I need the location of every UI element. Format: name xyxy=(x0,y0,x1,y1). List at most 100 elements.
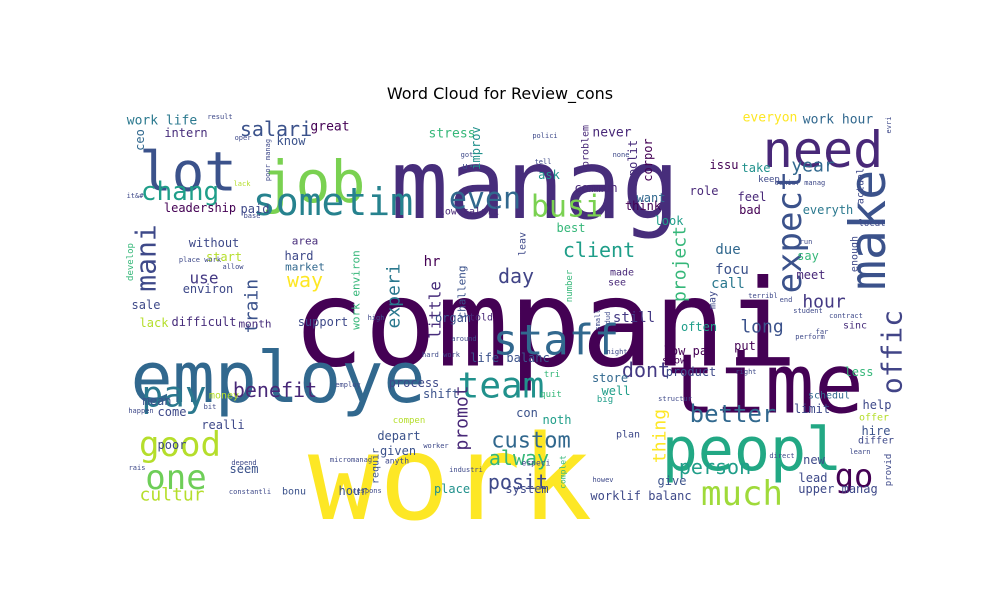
word-without-79: without xyxy=(189,236,240,250)
word-far-180: far xyxy=(816,328,829,336)
word-hour-129: hour xyxy=(339,484,368,498)
word-perform-176: perform xyxy=(795,333,825,341)
word-may-138: may xyxy=(708,291,719,309)
word-process-105: process xyxy=(389,376,440,390)
word-slow-101: slow xyxy=(662,356,687,367)
word-especi-151: especi xyxy=(522,459,551,468)
word-con-114: con xyxy=(516,406,538,420)
word-worklif-balanc-132: worklif balanc xyxy=(590,489,691,503)
word-mani-22: mani xyxy=(130,224,163,291)
word-sometim-11: sometim xyxy=(253,180,413,224)
word-senior-manag-173: senior manag xyxy=(775,179,826,187)
word-result-167: result xyxy=(207,113,232,121)
word-great-52: great xyxy=(310,120,349,135)
word-develop-141: develop xyxy=(126,243,136,281)
word-given-123: given xyxy=(380,444,416,458)
word-year-37: year xyxy=(791,156,835,177)
word-keep-147: keep xyxy=(758,175,780,185)
word-take-64: take xyxy=(742,161,771,175)
word-make-9: make xyxy=(839,170,897,290)
word-job-6: job xyxy=(261,148,366,216)
word-micromanag-156: micromanag xyxy=(330,456,372,464)
word-told-93: told xyxy=(469,313,493,324)
word-manag-2: manag xyxy=(391,129,680,241)
word-month-90: month xyxy=(238,318,271,331)
word-locat-148: locat xyxy=(858,219,885,229)
word-organ-92: organ xyxy=(435,311,471,325)
word-work-hour-56: work hour xyxy=(803,113,874,128)
word-leadership-72: leadership xyxy=(164,201,236,215)
word-product-102: product xyxy=(666,365,717,379)
word-salari-26: salari xyxy=(240,117,312,141)
word-made-94: made xyxy=(610,268,634,279)
word-bonu-128: bonu xyxy=(282,487,306,498)
word-hr-46: hr xyxy=(424,254,441,270)
word-money-107: money xyxy=(209,391,239,402)
word-lack-88: lack xyxy=(140,316,170,330)
word-everyth-71: everyth xyxy=(803,203,854,217)
word-high-160: high xyxy=(368,314,385,322)
word-experi-40: experi xyxy=(384,263,405,328)
word-structur-183: structur xyxy=(658,395,692,403)
word-project-42: project xyxy=(670,226,691,302)
word-limit-112: limit xyxy=(794,402,830,416)
word-industri-154: industri xyxy=(449,466,483,474)
word-it--165: it&# xyxy=(127,192,145,200)
word-quit-144: quit xyxy=(540,390,562,400)
word-difficult-89: difficult xyxy=(171,315,236,329)
word-lot-7: lot xyxy=(139,141,237,204)
word-market-83: market xyxy=(285,261,325,274)
word-bit-190: bit xyxy=(204,403,217,411)
word-compen-143: compen xyxy=(393,416,426,426)
word-help-113: help xyxy=(863,398,892,412)
word-ask-66: ask xyxy=(538,168,560,182)
word-start-81: start xyxy=(206,250,242,264)
word-look-78: look xyxy=(655,214,685,228)
word-issu-63: issu xyxy=(710,158,739,172)
word-problem-60: problem xyxy=(581,125,592,167)
word-see-95: see xyxy=(608,278,626,289)
word-call-49: call xyxy=(711,276,745,292)
word-say-85: say xyxy=(797,249,819,263)
word-one-16: one xyxy=(145,458,206,498)
word-employ-157: employ xyxy=(335,381,360,389)
word-realli-117: realli xyxy=(201,418,244,432)
word-offic-23: offic xyxy=(876,310,909,394)
word-focu-48: focu xyxy=(715,262,749,278)
word-end-177: end xyxy=(780,296,793,304)
word-long-35: long xyxy=(740,317,783,338)
word-actual-140: actual xyxy=(856,168,867,204)
word-life-balanc-100: life balanc xyxy=(470,351,549,365)
word-shift-108: shift xyxy=(423,387,459,401)
word-employe-4: employe xyxy=(130,337,425,419)
word-new-124: new xyxy=(803,453,825,467)
word-hire-118: hire xyxy=(862,424,891,438)
word-dud-194: dud xyxy=(604,312,612,325)
word-differ-122: differ xyxy=(858,436,894,447)
word-hard-82: hard xyxy=(285,249,314,263)
word-constantli-188: constantli xyxy=(229,488,271,496)
word-intern-57: intern xyxy=(164,126,207,140)
word-work-life-51: work life xyxy=(127,114,198,129)
word-evri-195: evri xyxy=(885,117,893,134)
word-know-58: know xyxy=(277,134,307,148)
word-way-28: way xyxy=(287,268,323,292)
word-chang-21: chang xyxy=(141,177,219,207)
word-person-34: person xyxy=(679,455,751,479)
word-thing-44: thing xyxy=(650,409,671,463)
word-feel-70: feel xyxy=(738,190,767,204)
word-poor-119: poor xyxy=(158,438,187,452)
word-hour-36: hour xyxy=(802,292,846,313)
word-time-3: time xyxy=(666,338,863,433)
word-number-137: number xyxy=(565,269,575,302)
word-contract-179: contract xyxy=(829,312,863,320)
word-polici-170: polici xyxy=(532,132,557,140)
word-stress-53: stress xyxy=(429,127,476,142)
word-sale-87: sale xyxy=(132,298,161,312)
word-improv-59: improv xyxy=(469,126,483,169)
word-schedul-110: schedul xyxy=(808,391,850,402)
word-small-193: small xyxy=(594,309,602,330)
word-little-41: little xyxy=(426,281,445,339)
word-put-99: put xyxy=(734,339,756,353)
word-tri-145: tri xyxy=(544,370,560,380)
